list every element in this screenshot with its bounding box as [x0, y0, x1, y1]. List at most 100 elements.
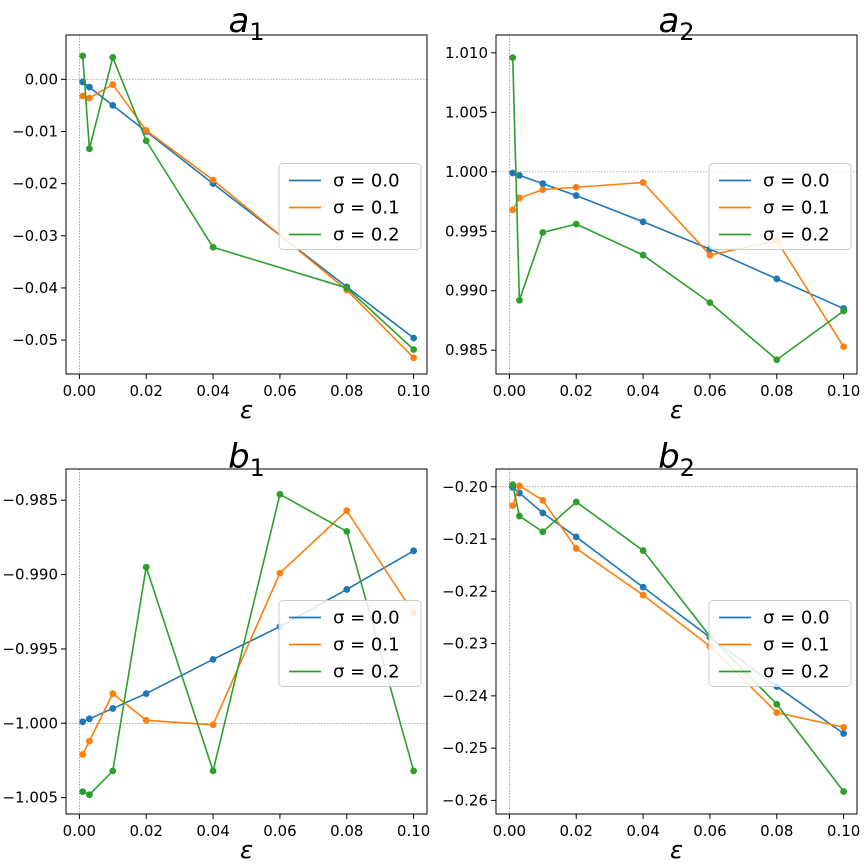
data-point — [343, 284, 351, 292]
legend-box — [708, 163, 852, 250]
data-point — [142, 137, 150, 145]
axes-frame — [495, 34, 858, 375]
legend-label-1: σ = 0.1 — [763, 635, 830, 656]
axes-frame — [65, 34, 428, 375]
y-tick-label: −0.24 — [442, 687, 488, 705]
legend-label-1: σ = 0.1 — [333, 198, 400, 219]
data-point — [85, 83, 93, 91]
x-tick-label: 0.10 — [397, 382, 430, 400]
x-tick-label: 0.04 — [196, 382, 229, 400]
data-point — [509, 206, 517, 214]
data-point — [840, 723, 848, 731]
y-tick-label: −0.05 — [12, 331, 58, 349]
chart-title-main: a — [658, 1, 679, 41]
data-point — [840, 788, 848, 795]
data-point — [79, 52, 87, 60]
chart-title-subscript: 1 — [249, 18, 264, 46]
data-point — [515, 171, 523, 179]
legend-label-2: σ = 0.2 — [763, 662, 830, 683]
data-point — [276, 490, 284, 498]
data-point — [773, 709, 781, 716]
plot-area — [79, 490, 418, 799]
legend-label-2: σ = 0.2 — [333, 225, 400, 246]
x-axis-label: ε — [240, 396, 253, 424]
legend-label-0: σ = 0.0 — [763, 608, 830, 629]
x-axis-label: ε — [670, 396, 683, 424]
data-point — [539, 186, 547, 194]
data-point — [109, 705, 117, 712]
series-line-0 — [512, 172, 844, 310]
axes-frame — [495, 468, 858, 815]
x-axis-label: ε — [670, 836, 683, 864]
data-point — [79, 92, 87, 100]
series-line-1 — [511, 484, 844, 729]
data-point — [515, 482, 523, 490]
x-tick-label: 0.08 — [330, 382, 363, 400]
x-tick-label: 0.02 — [130, 382, 163, 400]
legend: σ = 0.0 σ = 0.1 σ = 0.2 — [708, 163, 852, 250]
axes-frame — [65, 468, 428, 815]
data-point — [572, 183, 580, 191]
y-tick-label: 1.010 — [445, 44, 488, 62]
y-tick-label: −0.22 — [442, 582, 488, 600]
data-point — [773, 275, 781, 283]
y-tick-label: −0.20 — [442, 478, 488, 496]
data-point — [142, 127, 150, 134]
series-line-2 — [511, 484, 845, 793]
y-tick-label: −0.03 — [12, 227, 58, 245]
chart-title: a2 — [658, 1, 694, 46]
data-point — [515, 512, 523, 520]
y-tick-label: −0.01 — [12, 122, 58, 140]
y-tick-label: 0.990 — [445, 282, 488, 300]
y-tick-label: 0.985 — [445, 341, 488, 359]
legend-box — [708, 600, 852, 687]
data-point — [539, 496, 547, 504]
x-tick-label: 0.06 — [263, 382, 296, 400]
chart-title: b1 — [228, 437, 265, 482]
chart-title: b2 — [658, 437, 695, 482]
chart-panel-1: 0.00 0.02 0.04 0.06 0.08 0.10 0.00 −0.01 −0.02 −0… — [12, 1, 430, 424]
series-line-1 — [81, 509, 415, 755]
data-point — [209, 655, 217, 663]
x-tick-label: 0.06 — [693, 382, 726, 400]
data-point — [343, 528, 351, 535]
data-point — [410, 547, 418, 555]
data-point — [572, 545, 580, 552]
x-tick-label: 0.10 — [397, 822, 430, 840]
plot-area — [509, 54, 848, 364]
data-point — [572, 533, 580, 541]
chart-title-subscript: 1 — [250, 454, 265, 482]
data-point — [539, 180, 547, 188]
y-tick-label: −0.23 — [442, 635, 488, 653]
data-point — [572, 192, 580, 199]
data-point — [639, 218, 647, 226]
x-tick-label: 0.02 — [560, 822, 593, 840]
data-point — [85, 737, 93, 745]
legend-label-2: σ = 0.2 — [763, 225, 830, 246]
data-point — [79, 751, 87, 758]
data-point — [410, 767, 418, 775]
x-tick-label: 0.06 — [693, 822, 726, 840]
data-point — [639, 591, 647, 599]
y-tick-label: −0.995 — [2, 640, 58, 658]
legend: σ = 0.0 σ = 0.1 σ = 0.2 — [278, 163, 422, 250]
legend: σ = 0.0 σ = 0.1 σ = 0.2 — [708, 600, 852, 687]
data-point — [79, 718, 87, 726]
chart-title-subscript: 2 — [680, 454, 695, 482]
y-tick-label: −0.985 — [2, 491, 58, 509]
chart-panel-4: 0.00 0.02 0.04 0.06 0.08 0.10 −0.20 −0.21 −0.22 −… — [442, 437, 860, 864]
data-point — [85, 715, 93, 723]
y-tick-label: −1.000 — [2, 714, 58, 732]
data-point — [572, 498, 580, 506]
data-point — [109, 54, 117, 61]
y-tick-label: 0.00 — [25, 70, 58, 88]
y-tick-label: −0.02 — [12, 175, 58, 193]
x-tick-label: 0.02 — [560, 382, 593, 400]
data-point — [410, 346, 418, 353]
x-tick-label: 0.00 — [493, 822, 526, 840]
x-tick-label: 0.00 — [63, 382, 96, 400]
data-point — [276, 569, 284, 577]
data-point — [509, 502, 517, 509]
x-tick-label: 0.00 — [63, 822, 96, 840]
